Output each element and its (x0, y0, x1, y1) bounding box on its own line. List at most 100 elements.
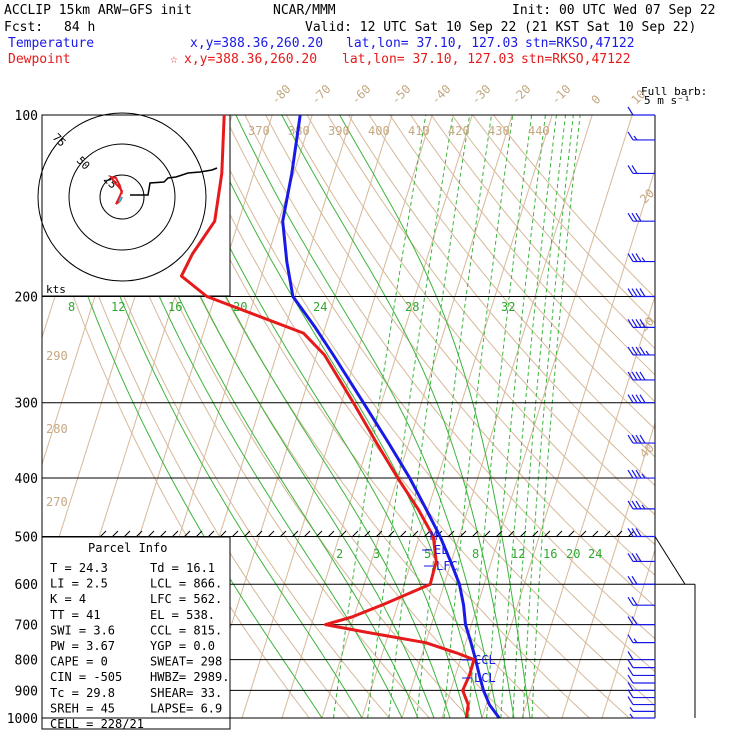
isotherm-label: -30 (468, 82, 493, 107)
hatch-mark (183, 530, 191, 538)
parcel-info-box: Parcel Info T = 24.3 Td = 16.1 LI = 2.5 LCL… (41, 536, 231, 731)
dry-adiabat-line (348, 115, 655, 487)
wind-barb (627, 371, 655, 381)
isotherm-line (521, 294, 655, 718)
isotherm-line (321, 115, 513, 718)
moist-adiabats (42, 115, 531, 718)
hatch-mark (543, 530, 551, 538)
header-center: NCAR/MMM (273, 3, 336, 18)
theta-label: 420 (448, 124, 470, 138)
parcel-info-title: Parcel Info (88, 541, 167, 555)
parcel-info-right: YGP = 0.0 (150, 639, 215, 653)
hatch-mark (255, 530, 263, 538)
wind-barb (627, 634, 655, 644)
wind-barb (627, 682, 655, 692)
hatch-mark (531, 530, 539, 538)
parcel-info-right: CCL = 815. (150, 623, 222, 637)
parcel-info-left: SWI = 3.6 (50, 623, 115, 637)
wind-barb (627, 553, 655, 563)
parcel-marker-label: LFC (436, 559, 458, 573)
parcel-info-right: HWBZ= 2989. (150, 670, 229, 684)
pressure-tick-label: 900 (15, 684, 38, 699)
moist-adiabat-line (122, 115, 435, 718)
isotherm-label: -20 (508, 82, 533, 107)
hatch-mark (591, 530, 599, 538)
wind-barb (627, 131, 655, 141)
wind-barb (627, 434, 655, 444)
parcel-info-left: TT = 41 (50, 608, 101, 622)
wind-barb (627, 469, 655, 479)
wind-barb (627, 106, 655, 116)
dry-adiabat-line (78, 115, 430, 718)
dry-adiabat-line (430, 115, 655, 376)
dry-adiabat-line (244, 115, 655, 640)
temp-legend-label: Temperature (8, 36, 94, 51)
mixing-ratio-line (531, 115, 581, 718)
wind-barb (627, 596, 655, 606)
dry-adiabat-line (58, 115, 390, 718)
wind-barb (627, 500, 655, 510)
parcel-info-right: Td = 16.1 (150, 561, 215, 575)
isotherm-line (201, 115, 393, 718)
dry-adiabat-line (223, 115, 655, 673)
dry-adiabat-line (410, 115, 655, 403)
parcel-info-left: LI = 2.5 (50, 577, 108, 591)
wind-barb (629, 707, 655, 712)
isotherm-line (601, 548, 655, 718)
parcel-info-left: CAPE = 0 (50, 655, 108, 669)
dry-adiabat-line (389, 115, 655, 430)
theta-label: 410 (408, 124, 430, 138)
parcel-info-right: SWEAT= 298 (150, 655, 222, 669)
hatch-mark (327, 530, 335, 538)
mixing-ratio-line (333, 115, 427, 718)
barb-note-1: Full barb: (641, 85, 707, 98)
hatch-mark (399, 530, 407, 538)
theta-label: 270 (46, 495, 68, 509)
mixing-ratio-label: 5 (424, 547, 431, 561)
wind-panel-edge (654, 536, 686, 585)
theta-label: 290 (46, 349, 68, 363)
moist-adiabat-line (56, 115, 363, 718)
wind-barb (627, 253, 655, 263)
dry-adiabat-line (306, 115, 655, 546)
hatch-mark (483, 530, 491, 538)
parcel-info-right: LAPSE= 6.9 (150, 701, 222, 715)
hatch-mark (135, 530, 143, 538)
parcel-marker-label: CCL (474, 653, 496, 667)
isotherm-line (361, 115, 553, 718)
parcel-info-left: SREH = 45 (50, 701, 115, 715)
dry-adiabat-line (368, 115, 655, 458)
hatch-mark (339, 530, 347, 538)
pressure-tick-label: 200 (15, 291, 38, 306)
dry-adiabat-line (182, 115, 630, 718)
theta-label: 370 (248, 124, 270, 138)
dry-adiabat-line (451, 115, 655, 350)
pressure-tick-label: 100 (15, 109, 38, 124)
temp-legend-stn: stn=RKSO,47122 (525, 36, 635, 51)
mixing-ratio-label: 12 (511, 547, 525, 561)
isotherm-label: 0 (588, 92, 603, 107)
hatch-mark (195, 530, 203, 538)
isotherm-label: -10 (548, 82, 573, 107)
wind-barb (627, 394, 655, 404)
dry-adiabat-line (265, 115, 655, 608)
isotherm-label: 40 (637, 441, 657, 461)
parcel-info-left: CELL = 228/21 (50, 717, 144, 731)
wind-barb (627, 165, 655, 175)
dew-legend-stn: stn=RKSO,47122 (521, 52, 631, 67)
hatch-mark (471, 530, 479, 538)
hodograph-trace-upper (130, 167, 218, 196)
moist-adiabat-line (104, 115, 419, 718)
theta-label: 400 (368, 124, 390, 138)
plot-frame (41, 115, 696, 719)
hatch-mark (99, 530, 107, 538)
mixing-ratio-label: 16 (543, 547, 557, 561)
isotherm-label: 30 (637, 314, 657, 334)
mixing-ratio-line (522, 115, 574, 718)
pressure-tick-label: 300 (15, 397, 38, 412)
wind-barbs (627, 106, 655, 719)
mixing-ratio-label: 2 (336, 547, 343, 561)
mixing-ratio-line (512, 115, 566, 718)
hatch-mark (171, 530, 179, 538)
isotherm-label: -80 (268, 82, 293, 107)
